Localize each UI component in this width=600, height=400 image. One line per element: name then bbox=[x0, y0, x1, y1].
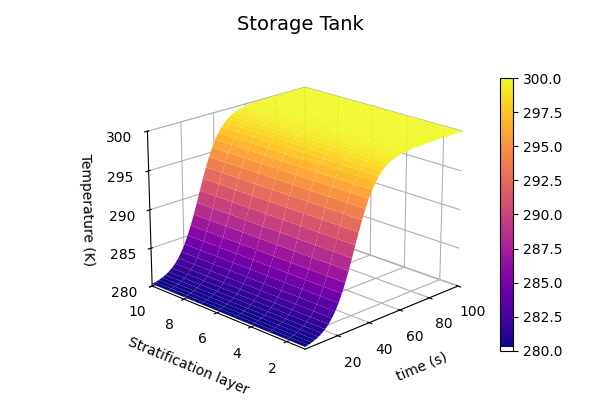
X-axis label: time (s): time (s) bbox=[394, 350, 449, 383]
Y-axis label: Stratification layer: Stratification layer bbox=[126, 335, 250, 398]
Title: Storage Tank: Storage Tank bbox=[237, 15, 364, 34]
